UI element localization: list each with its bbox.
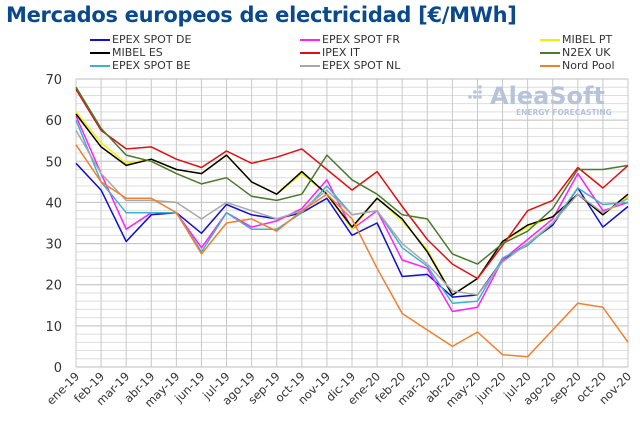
series-line-nord-pool [75, 144, 629, 358]
watermark-dot [478, 90, 482, 94]
legend-swatch [540, 38, 560, 41]
legend-label: IPEX IT [322, 46, 360, 59]
legend-label: EPEX SPOT FR [322, 33, 401, 46]
legend-swatch [540, 64, 560, 67]
watermark-tagline: ENERGY FORECASTING [516, 108, 612, 117]
y-tick-label: 50 [45, 155, 62, 170]
legend-label: Nord Pool [562, 59, 615, 72]
legend-label: EPEX SPOT BE [112, 59, 191, 72]
legend-label: N2EX UK [562, 46, 611, 59]
legend-label: EPEX SPOT DE [112, 33, 192, 46]
watermark-dot [478, 95, 482, 99]
legend-item: EPEX SPOT BE [90, 59, 191, 72]
legend-swatch [90, 51, 110, 54]
legend-swatch [90, 64, 110, 67]
series-line-mibel-es [75, 113, 629, 296]
legend-swatch [300, 64, 320, 67]
chart-title: Mercados europeos de electricidad [€/MWh… [6, 3, 517, 27]
watermark-dot [478, 85, 482, 89]
legend-swatch [300, 38, 320, 41]
legend-item: MIBEL ES [90, 46, 163, 59]
watermark-dot [473, 95, 477, 99]
legend-item: IPEX IT [300, 46, 360, 59]
y-tick-label: 0 [54, 361, 62, 376]
series-line-epex-spot-nl [75, 130, 629, 296]
legend-item: EPEX SPOT FR [300, 33, 400, 46]
legend-item: EPEX SPOT DE [90, 33, 191, 46]
legend-label: EPEX SPOT NL [322, 59, 401, 72]
y-tick-label: 20 [45, 279, 62, 294]
legend-swatch [90, 38, 110, 41]
legend-label: MIBEL ES [112, 46, 163, 59]
legend-item: MIBEL PT [540, 33, 612, 46]
y-tick-label: 30 [45, 238, 62, 253]
legend-item: Nord Pool [540, 59, 615, 72]
y-tick-label: 40 [45, 196, 62, 211]
watermark-logo: AleaSoft [490, 82, 605, 110]
y-tick-label: 70 [45, 73, 62, 88]
series-line-n2ex-uk [75, 86, 629, 265]
y-tick-label: 60 [45, 114, 62, 129]
legend-item: N2EX UK [540, 46, 610, 59]
legend-swatch [300, 51, 320, 54]
watermark-dot [473, 90, 477, 94]
legend-swatch [540, 51, 560, 54]
legend-label: MIBEL PT [562, 33, 613, 46]
watermark-dot [468, 95, 472, 99]
legend-item: EPEX SPOT NL [300, 59, 400, 72]
series-line-ipex-it [75, 88, 629, 280]
y-tick-label: 10 [45, 320, 62, 335]
